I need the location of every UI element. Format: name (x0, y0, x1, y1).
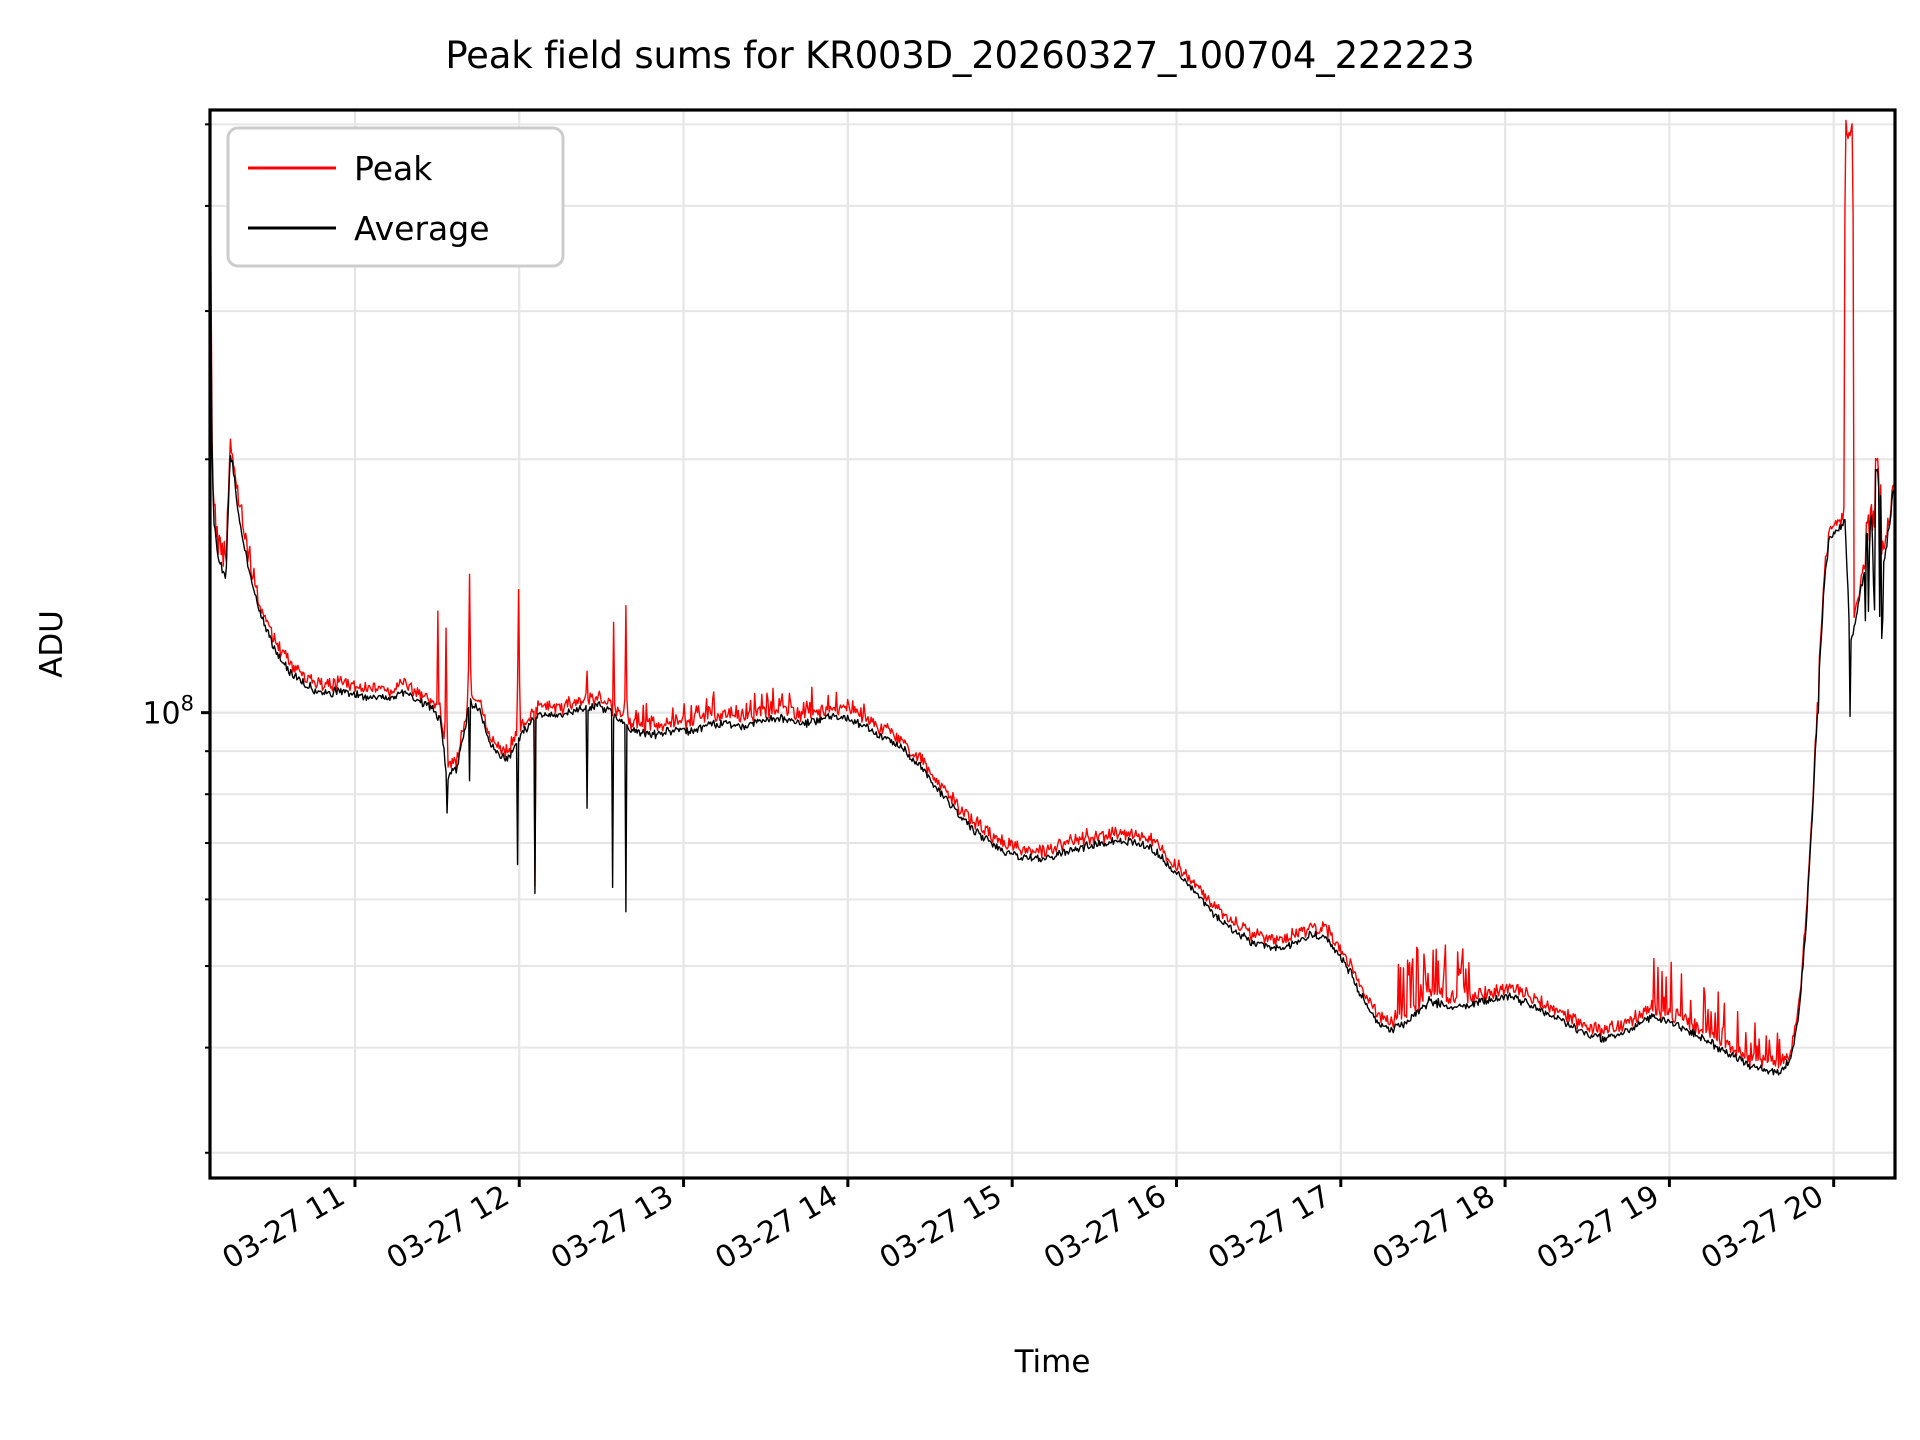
series-peak (210, 119, 1895, 1069)
x-tick-label: 03-27 15 (874, 1179, 1008, 1277)
x-tick-label: 03-27 19 (1531, 1179, 1665, 1277)
legend-label-peak[interactable]: Peak (354, 149, 433, 188)
y-axis-label: ADU (34, 610, 70, 678)
axis-titles: Time ADU (34, 610, 1090, 1380)
x-tick-label: 03-27 17 (1202, 1179, 1336, 1277)
legend-label-average[interactable]: Average (354, 209, 490, 248)
legend[interactable]: Peak Average (226, 126, 565, 268)
x-tick-label: 03-27 13 (545, 1179, 679, 1277)
axis-tick-labels: 03-27 11 03-27 12 03-27 13 03-27 14 03-27 15… (142, 692, 1829, 1277)
page-title: Peak field sums for KR003D_20260327_1007… (445, 34, 1475, 77)
gridlines (210, 110, 1895, 1178)
x-tick-label: 03-27 11 (217, 1179, 351, 1277)
x-tick-label: 03-27 18 (1367, 1179, 1501, 1277)
series-lines (210, 119, 1895, 1076)
x-tick-label: 03-27 16 (1038, 1179, 1172, 1277)
y-tick-label: 108 (142, 692, 194, 732)
x-axis-label: Time (1014, 1344, 1091, 1380)
x-tick-label: 03-27 12 (381, 1179, 515, 1277)
axis-ticks (201, 123, 1836, 1187)
x-tick-label: 03-27 20 (1695, 1179, 1829, 1277)
series-average (210, 179, 1895, 1076)
x-tick-label: 03-27 14 (710, 1179, 844, 1277)
axes-spines (208, 108, 1897, 1180)
legend-box (226, 126, 565, 268)
